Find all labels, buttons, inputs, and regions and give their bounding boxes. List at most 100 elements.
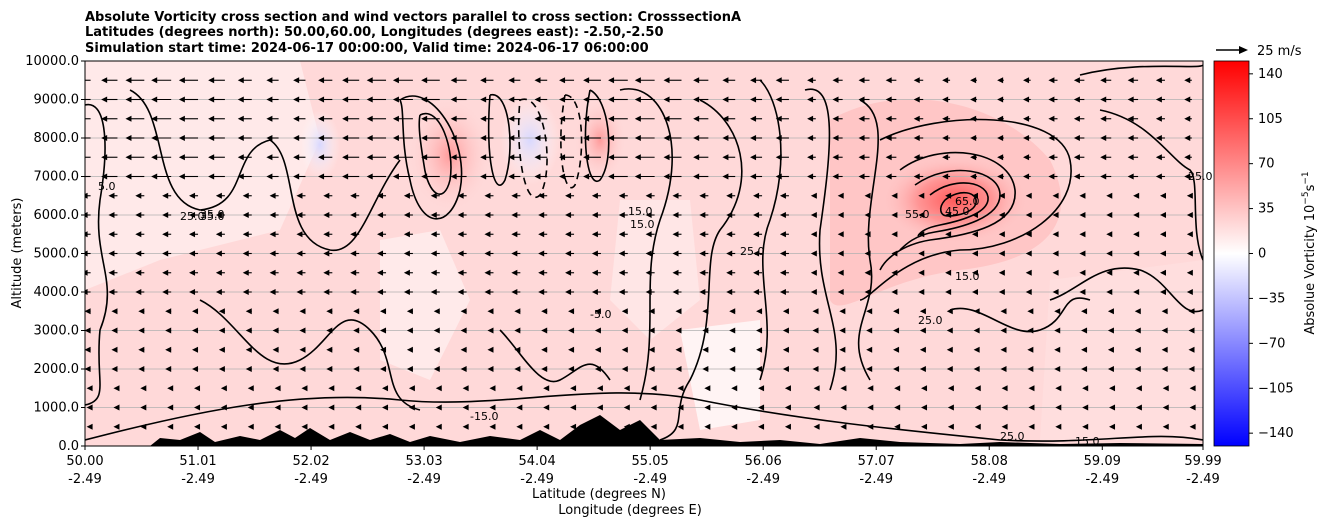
wind-vector-head: [971, 269, 978, 276]
wind-vector-head: [810, 289, 817, 295]
wind-vector-head: [151, 154, 158, 161]
wind-vector-head: [919, 308, 926, 315]
wind-vector-head: [750, 96, 757, 103]
wind-vector-head: [489, 404, 496, 411]
wind-vector-head: [1186, 212, 1193, 218]
wind-vector-head: [729, 346, 736, 353]
wind-vector-head: [215, 212, 222, 218]
wind-vector-head: [242, 289, 249, 295]
wind-vector-head: [247, 404, 254, 411]
wind-vector-head: [162, 250, 169, 257]
wind-vector-head: [323, 212, 330, 218]
wind-vector-head: [758, 423, 765, 430]
wind-vector-head: [810, 269, 817, 276]
wind-vector-head: [1106, 212, 1113, 218]
wind-vector-head: [858, 96, 865, 103]
wind-vector-head: [245, 308, 252, 315]
wind-vector-head: [1100, 115, 1107, 122]
contour-label: 15.0: [630, 218, 655, 231]
wind-vector-head: [753, 231, 760, 238]
wind-vector-head: [342, 115, 349, 122]
wind-vector-head: [1025, 192, 1032, 199]
wind-vector-head: [242, 192, 249, 199]
wind-vector-head: [125, 115, 132, 122]
wind-vector-head: [729, 366, 736, 372]
wind-vector-head: [1048, 135, 1055, 141]
wind-vector-head: [1054, 327, 1061, 334]
wind-vector-head: [516, 404, 523, 411]
wind-vector-head: [1106, 192, 1113, 199]
wind-vector-head: [672, 289, 679, 295]
wind-vector-head: [350, 289, 357, 295]
wind-vector-head: [350, 212, 357, 218]
wind-vector-head: [942, 173, 949, 180]
colorbar-ticks: 140 105 70 35 0 −35 −70 −105 −140: [1249, 67, 1294, 441]
contour-label: 25.0: [180, 210, 205, 223]
wind-vector-head: [885, 96, 892, 103]
wind-vector-head: [812, 327, 819, 334]
wind-vector-head: [85, 192, 88, 199]
wind-vector-head: [301, 404, 308, 411]
wind-vector-head: [621, 327, 628, 334]
wind-vector-head: [403, 212, 410, 218]
x-tick-label-lat: 53.03: [405, 454, 442, 469]
wind-vector-head: [274, 404, 281, 411]
wind-vector-head: [779, 289, 786, 295]
wind-vector-head: [1134, 308, 1141, 315]
wind-vector-head: [675, 308, 682, 315]
wind-vector-head: [192, 327, 199, 334]
wind-vector-head: [323, 231, 330, 238]
wind-vector-head: [1155, 135, 1162, 141]
x-tick-label-lon: -2.49: [520, 472, 554, 487]
vorticity-negative-region: [500, 95, 560, 185]
wind-vector-head: [86, 385, 93, 392]
chart-title-line-2: Latitudes (degrees north): 50.00,60.00, …: [85, 25, 664, 40]
contour-line: [1099, 109, 1203, 261]
wind-vector-head: [85, 346, 91, 353]
wind-vector-head: [704, 385, 711, 392]
wind-vector-head: [247, 423, 254, 430]
x-tick-label-lat: 59.09: [1084, 454, 1121, 469]
wind-vector-head: [1186, 231, 1193, 238]
x-tick-label-lat: 55.05: [632, 454, 669, 469]
wind-vector-head: [623, 404, 630, 411]
y-tick-label: 3000.0: [34, 324, 80, 339]
wind-vector-head: [913, 77, 920, 84]
wind-vector-head: [165, 308, 172, 315]
wind-vector-head: [328, 404, 335, 411]
contour-line: [129, 89, 401, 251]
wind-vector-head: [85, 231, 88, 238]
contour-line: [759, 79, 782, 381]
wind-vector-head: [247, 385, 254, 392]
wind-vector-head: [942, 154, 949, 161]
wind-vector-head: [430, 212, 437, 218]
wind-vector-head: [750, 154, 757, 161]
contour-label: 55.0: [905, 208, 930, 221]
wind-vector-head: [775, 96, 782, 103]
contour-line: [1079, 64, 1203, 76]
wind-vector-head: [508, 115, 515, 122]
wind-vector-head: [377, 212, 384, 218]
wind-vector-head: [837, 250, 844, 257]
wind-vector-head: [326, 308, 333, 315]
wind-vector-head: [111, 346, 118, 353]
contour-line: [857, 99, 879, 381]
wind-vector-head: [750, 135, 757, 141]
wind-vector-head: [140, 404, 147, 411]
wind-vector-head: [350, 192, 357, 199]
wind-vector-head: [1023, 154, 1030, 161]
wind-vector-head: [403, 231, 410, 238]
wind-vector-head: [421, 135, 428, 141]
wind-vector-head: [1054, 308, 1061, 315]
y-tick-label: 6000.0: [34, 208, 80, 223]
wind-vector-head: [1055, 385, 1062, 392]
wind-vector-head: [215, 269, 222, 276]
wind-vector-head: [1079, 269, 1086, 276]
wind-vector-head: [215, 231, 222, 238]
wind-vector-head: [729, 308, 736, 315]
wind-vector-head: [511, 212, 518, 218]
wind-vector-head: [1107, 327, 1114, 334]
wind-vector-head: [565, 269, 572, 276]
wind-vector-head: [382, 423, 389, 430]
wind-vector-head: [677, 404, 684, 411]
